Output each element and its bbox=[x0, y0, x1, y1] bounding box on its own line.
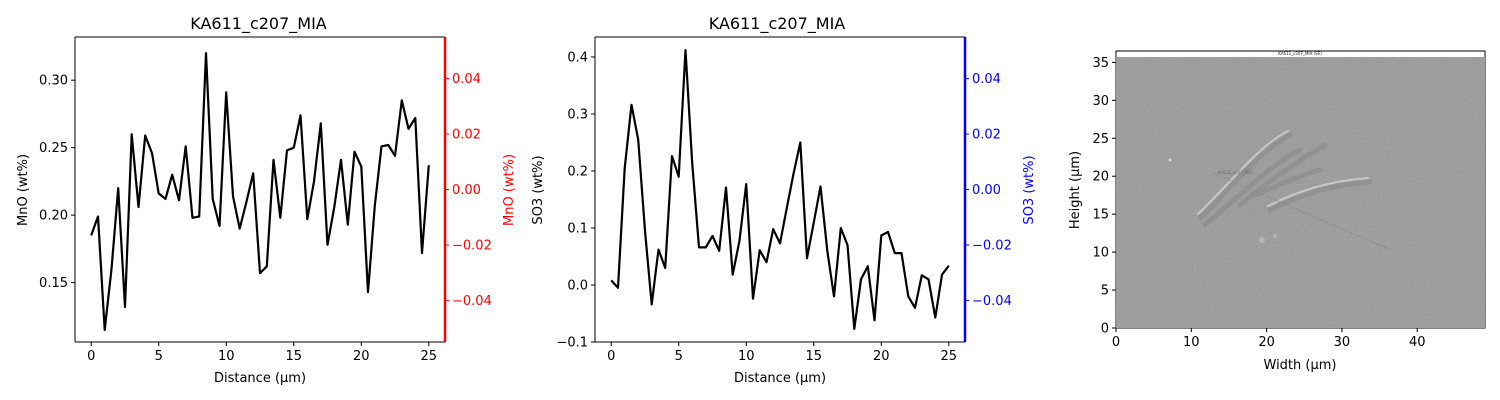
mno-chart-panel: KA611_c207_MIA Distance (µm) MnO (wt%) M… bbox=[16, 14, 517, 386]
particle bbox=[1273, 234, 1277, 238]
right-y-tick-label: −0.04 bbox=[972, 294, 1012, 309]
particle bbox=[1259, 237, 1265, 243]
y-tick-label: 5 bbox=[1101, 284, 1109, 299]
y-tick-label: 0.25 bbox=[39, 141, 68, 156]
y-tick-label: 0 bbox=[1101, 322, 1109, 337]
analysis-transect bbox=[1212, 172, 1392, 251]
y-tick-label: 0.20 bbox=[39, 209, 68, 224]
x-tick-label: 0 bbox=[87, 349, 95, 364]
x-tick-label: 40 bbox=[1409, 335, 1426, 350]
y-tick-label: 10 bbox=[1092, 246, 1109, 261]
x-tick-label: 20 bbox=[353, 349, 370, 364]
right-y-tick-label: 0.02 bbox=[452, 128, 481, 143]
x-tick-label: 10 bbox=[738, 349, 755, 364]
x-tick-label: 15 bbox=[805, 349, 822, 364]
y-tick-label: −0.1 bbox=[556, 336, 588, 351]
image-highlights bbox=[1197, 130, 1369, 215]
x-tick-label: 20 bbox=[1258, 335, 1275, 350]
x-tick-label: 25 bbox=[941, 349, 958, 364]
so3-chart-marks: 0 5 10 15 20 25 −0.1 0.0 0.1 0.2 0.3 0.4 −0.04 −0.02 0… bbox=[556, 36, 1012, 364]
x-axis-label: Distance (µm) bbox=[214, 371, 306, 386]
right-y-axis-label: SO3 (wt%) bbox=[1022, 155, 1037, 224]
x-tick-label: 30 bbox=[1334, 335, 1351, 350]
right-y-tick-label: 0.04 bbox=[972, 72, 1001, 87]
y-tick-label: 0.30 bbox=[39, 74, 68, 89]
chart-title: KA611_c207_MIA bbox=[190, 14, 327, 34]
image-features bbox=[1197, 132, 1373, 228]
y-tick-label: 0.15 bbox=[39, 276, 68, 291]
x-tick-label: 10 bbox=[218, 349, 235, 364]
y-tick-label: 20 bbox=[1092, 170, 1109, 185]
series-line bbox=[610, 48, 950, 330]
chart-title: KA611_c207_MIA bbox=[709, 14, 846, 34]
x-tick-label: 5 bbox=[675, 349, 683, 364]
x-tick-label: 10 bbox=[1183, 335, 1200, 350]
mno-chart-marks: 0 5 10 15 20 25 0.15 0.20 0.25 0.30 −0.04 −0.02 0.00… bbox=[39, 36, 492, 364]
sem-image: KA611_c207_MIA bbox=[1116, 57, 1485, 328]
right-y-tick-label: −0.04 bbox=[452, 294, 492, 309]
y-tick-label: 30 bbox=[1092, 94, 1109, 109]
y-axis-label: Height (µm) bbox=[1068, 151, 1083, 229]
x-tick-label: 0 bbox=[1112, 335, 1120, 350]
y-axis-label: SO3 (wt%) bbox=[531, 155, 546, 224]
y-axis-label: MnO (wt%) bbox=[16, 154, 31, 226]
right-y-tick-label: 0.04 bbox=[452, 72, 481, 87]
right-y-tick-label: 0.00 bbox=[452, 183, 481, 198]
sem-image-panel: KA611_c207_MIA (SE) KA611_c207_MIA Width… bbox=[1068, 50, 1486, 373]
right-y-tick-label: −0.02 bbox=[972, 238, 1012, 253]
y-tick-label: 25 bbox=[1092, 132, 1109, 147]
image-inset-title: KA611_c207_MIA (SE) bbox=[1278, 51, 1322, 56]
y-tick-label: 0.3 bbox=[567, 107, 588, 122]
y-tick-label: 0.0 bbox=[567, 278, 588, 293]
y-tick-label: 0.1 bbox=[567, 221, 588, 236]
x-tick-label: 15 bbox=[285, 349, 302, 364]
x-tick-label: 25 bbox=[421, 349, 438, 364]
right-y-axis-label: MnO (wt%) bbox=[502, 154, 517, 226]
x-tick-label: 20 bbox=[873, 349, 890, 364]
image-axis-ticks: 0 10 20 30 40 0 5 10 15 20 25 30 35 bbox=[1092, 56, 1425, 350]
spot-label: KA611_c207_MIA bbox=[1218, 170, 1252, 175]
particle bbox=[1168, 158, 1172, 162]
so3-chart-panel: KA611_c207_MIA Distance (µm) SO3 (wt%) S… bbox=[531, 14, 1037, 386]
x-tick-label: 5 bbox=[155, 349, 163, 364]
x-axis-label: Distance (µm) bbox=[734, 371, 826, 386]
y-tick-label: 35 bbox=[1092, 56, 1109, 71]
y-tick-label: 0.4 bbox=[567, 50, 588, 65]
right-y-tick-label: 0.00 bbox=[972, 183, 1001, 198]
x-tick-label: 0 bbox=[607, 349, 615, 364]
right-y-tick-label: 0.02 bbox=[972, 128, 1001, 143]
x-axis-label: Width (µm) bbox=[1264, 358, 1337, 373]
y-tick-label: 15 bbox=[1092, 208, 1109, 223]
y-tick-label: 0.2 bbox=[567, 164, 588, 179]
right-y-tick-label: −0.02 bbox=[452, 238, 492, 253]
series-line bbox=[90, 52, 430, 331]
